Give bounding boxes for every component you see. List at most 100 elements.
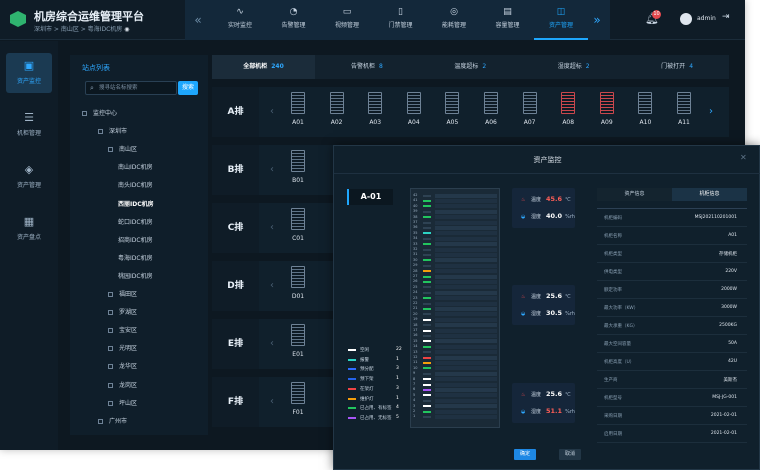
- u-slot[interactable]: [435, 301, 497, 306]
- expand-icon[interactable]: [108, 310, 113, 316]
- search-button[interactable]: 搜索: [178, 81, 198, 95]
- u-slot[interactable]: [435, 360, 497, 365]
- nav-item[interactable]: ◎ 能耗管理: [427, 0, 481, 40]
- u-slot[interactable]: [435, 220, 497, 225]
- tree-node[interactable]: 粤海IDC机房: [118, 253, 153, 262]
- chevron-left-icon[interactable]: ‹: [270, 106, 274, 117]
- filter-tab[interactable]: 温度超标 2: [419, 55, 522, 79]
- tree-node[interactable]: 龙华区: [108, 361, 137, 370]
- expand-icon[interactable]: [108, 292, 113, 297]
- expand-icon[interactable]: [108, 328, 113, 334]
- rack-item[interactable]: A01: [281, 92, 315, 126]
- rack-item[interactable]: A08: [551, 92, 585, 126]
- u-slot[interactable]: [435, 225, 497, 230]
- rack-item[interactable]: B01: [281, 150, 315, 184]
- u-slot[interactable]: [435, 387, 497, 392]
- nav-item[interactable]: ◔ 告警管理: [267, 0, 321, 40]
- sidebar-item[interactable]: ◈ 资产管理: [6, 157, 52, 197]
- u-slot[interactable]: [435, 209, 497, 214]
- tree-node[interactable]: 桃园IDC机房: [118, 271, 153, 280]
- u-slot[interactable]: [435, 231, 497, 236]
- u-slot[interactable]: [435, 333, 497, 338]
- u-slot[interactable]: [435, 366, 497, 371]
- expand-icon[interactable]: [108, 346, 113, 352]
- logout-icon[interactable]: ⇥: [722, 12, 730, 22]
- sidebar-item[interactable]: ▦ 资产盘点: [6, 209, 52, 249]
- tree-node[interactable]: 蛇口IDC机房: [118, 217, 153, 226]
- u-slot[interactable]: [435, 274, 497, 279]
- u-slot[interactable]: [435, 398, 497, 403]
- sidebar-item[interactable]: ▣ 资产监控: [6, 53, 52, 93]
- expand-icon[interactable]: [98, 129, 103, 135]
- rack-item[interactable]: A04: [397, 92, 431, 126]
- u-slot[interactable]: [435, 306, 497, 311]
- u-slot[interactable]: [435, 339, 497, 344]
- tree-node[interactable]: 南头IDC机房: [118, 180, 153, 189]
- tree-node[interactable]: 西丽IDC机房: [118, 199, 154, 208]
- u-slot[interactable]: [435, 242, 497, 247]
- u-slot[interactable]: [435, 247, 497, 252]
- expand-icon[interactable]: [108, 382, 113, 388]
- u-slot[interactable]: [435, 252, 497, 257]
- chevron-left-icon[interactable]: ‹: [270, 280, 274, 291]
- nav-prev-icon[interactable]: «: [194, 13, 202, 27]
- expand-icon[interactable]: [98, 418, 103, 424]
- u-slot[interactable]: [435, 371, 497, 376]
- tree-node[interactable]: 坪山区: [108, 398, 137, 407]
- u-slot[interactable]: [435, 323, 497, 328]
- rack-item[interactable]: A09: [590, 92, 624, 126]
- u-slot[interactable]: [435, 312, 497, 317]
- nav-next-icon[interactable]: »: [593, 13, 601, 27]
- u-slot[interactable]: [435, 414, 497, 419]
- breadcrumb[interactable]: 深圳市 > 南山区 > 粤海IDC机房 ◉: [34, 24, 129, 33]
- tree-node[interactable]: 龙岗区: [108, 380, 137, 389]
- rack-item[interactable]: A05: [435, 92, 469, 126]
- u-slot[interactable]: [435, 258, 497, 263]
- rack-item[interactable]: A06: [474, 92, 508, 126]
- chevron-left-icon[interactable]: ‹: [270, 222, 274, 233]
- u-slot[interactable]: [435, 215, 497, 220]
- u-slot[interactable]: [435, 198, 497, 203]
- search-input[interactable]: [99, 82, 175, 94]
- tree-node[interactable]: 招商IDC机房: [118, 235, 153, 244]
- u-slot[interactable]: [435, 296, 497, 301]
- chevron-right-icon[interactable]: ›: [709, 106, 713, 117]
- u-slot[interactable]: [435, 263, 497, 268]
- filter-tab[interactable]: 告警机柜 8: [315, 55, 418, 79]
- filter-tab[interactable]: 全部机柜 240: [212, 55, 315, 79]
- u-slot[interactable]: [435, 279, 497, 284]
- rack-item[interactable]: C01: [281, 208, 315, 242]
- rack-item[interactable]: A10: [628, 92, 662, 126]
- u-slot[interactable]: [435, 317, 497, 322]
- rack-item[interactable]: A03: [358, 92, 392, 126]
- u-slot[interactable]: [435, 344, 497, 349]
- u-slot[interactable]: [435, 290, 497, 295]
- u-slot[interactable]: [435, 350, 497, 355]
- expand-icon[interactable]: [108, 147, 113, 153]
- tree-node[interactable]: 南山区: [108, 144, 137, 153]
- nav-item[interactable]: ▤ 容量管理: [481, 0, 535, 40]
- info-tab[interactable]: 机柜信息: [672, 188, 747, 201]
- cancel-button[interactable]: 取消: [559, 449, 581, 460]
- tree-node[interactable]: 福田区: [108, 289, 137, 298]
- rack-item[interactable]: E01: [281, 324, 315, 358]
- filter-tab[interactable]: 门被打开 4: [626, 55, 729, 79]
- expand-icon[interactable]: [108, 400, 113, 406]
- rack-item[interactable]: A07: [513, 92, 547, 126]
- tree-node[interactable]: 深圳市: [98, 126, 127, 135]
- expand-icon[interactable]: [82, 111, 87, 116]
- sidebar-item[interactable]: ☰ 机柜管理: [6, 105, 52, 145]
- tree-node[interactable]: 宝安区: [108, 325, 137, 334]
- u-slot[interactable]: [435, 409, 497, 414]
- rack-item[interactable]: A11: [667, 92, 701, 126]
- u-slot[interactable]: [435, 236, 497, 241]
- rack-item[interactable]: F01: [281, 382, 315, 416]
- u-slot[interactable]: [435, 404, 497, 409]
- rack-item[interactable]: A02: [320, 92, 354, 126]
- tree-node[interactable]: 光明区: [108, 343, 137, 352]
- expand-icon[interactable]: [108, 364, 113, 370]
- close-icon[interactable]: ✕: [740, 153, 747, 162]
- avatar[interactable]: [680, 13, 692, 25]
- nav-item[interactable]: ◫ 资产管理: [534, 0, 588, 40]
- u-slot[interactable]: [435, 355, 497, 360]
